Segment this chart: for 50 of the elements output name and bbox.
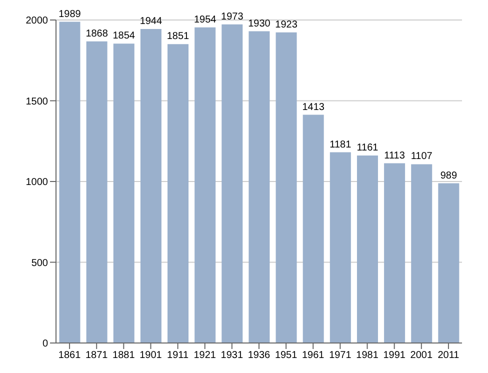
bar bbox=[248, 31, 270, 343]
y-tick-label: 0 bbox=[42, 338, 48, 350]
data-label: 989 bbox=[440, 170, 458, 182]
data-label: 1854 bbox=[112, 30, 136, 42]
data-label: 1181 bbox=[330, 139, 352, 150]
data-label: 1954 bbox=[194, 14, 217, 26]
data-label: 1113 bbox=[384, 150, 406, 162]
data-label: 1868 bbox=[86, 28, 108, 40]
y-tick-label: 1500 bbox=[26, 96, 48, 108]
bar bbox=[113, 44, 134, 343]
x-tick-label: 2011 bbox=[438, 350, 460, 362]
bar bbox=[330, 152, 351, 343]
bar bbox=[86, 41, 108, 343]
x-tick-label: 1871 bbox=[85, 350, 108, 362]
x-tick-label: 1971 bbox=[329, 350, 352, 362]
bar bbox=[438, 183, 460, 343]
bar bbox=[302, 114, 324, 343]
bar bbox=[384, 163, 406, 343]
bar bbox=[222, 24, 243, 343]
bar bbox=[194, 27, 216, 343]
data-label: 1161 bbox=[356, 142, 379, 154]
bar bbox=[140, 29, 162, 343]
bar bbox=[276, 32, 297, 343]
bar bbox=[411, 164, 432, 343]
y-tick-label: 1000 bbox=[26, 177, 48, 188]
data-label: 1989 bbox=[58, 8, 82, 20]
bar bbox=[168, 44, 189, 343]
x-tick-label: 1951 bbox=[274, 350, 298, 362]
x-tick-label: 1991 bbox=[383, 350, 406, 362]
data-label: 1413 bbox=[302, 102, 325, 113]
data-label: 1107 bbox=[410, 151, 433, 162]
data-label: 1930 bbox=[248, 18, 271, 30]
y-tick-label: 2000 bbox=[26, 16, 48, 27]
data-label: 1851 bbox=[166, 31, 190, 42]
bar bbox=[59, 22, 80, 343]
x-tick-label: 1961 bbox=[302, 350, 325, 362]
x-tick-label: 1981 bbox=[356, 350, 379, 362]
x-tick-label: 1931 bbox=[220, 350, 244, 362]
x-tick-label: 1881 bbox=[112, 350, 136, 362]
x-tick-label: 1936 bbox=[248, 350, 271, 362]
x-tick-label: 1911 bbox=[167, 350, 189, 362]
x-tick-label: 1901 bbox=[140, 350, 162, 362]
x-tick-label: 2001 bbox=[410, 350, 433, 362]
y-tick-label: 500 bbox=[31, 258, 48, 269]
data-label: 1923 bbox=[275, 19, 298, 30]
data-label: 1944 bbox=[140, 16, 163, 28]
x-tick-label: 1921 bbox=[194, 350, 216, 362]
data-label: 1973 bbox=[221, 11, 244, 22]
x-tick-label: 1861 bbox=[58, 350, 82, 362]
bar bbox=[356, 156, 378, 343]
